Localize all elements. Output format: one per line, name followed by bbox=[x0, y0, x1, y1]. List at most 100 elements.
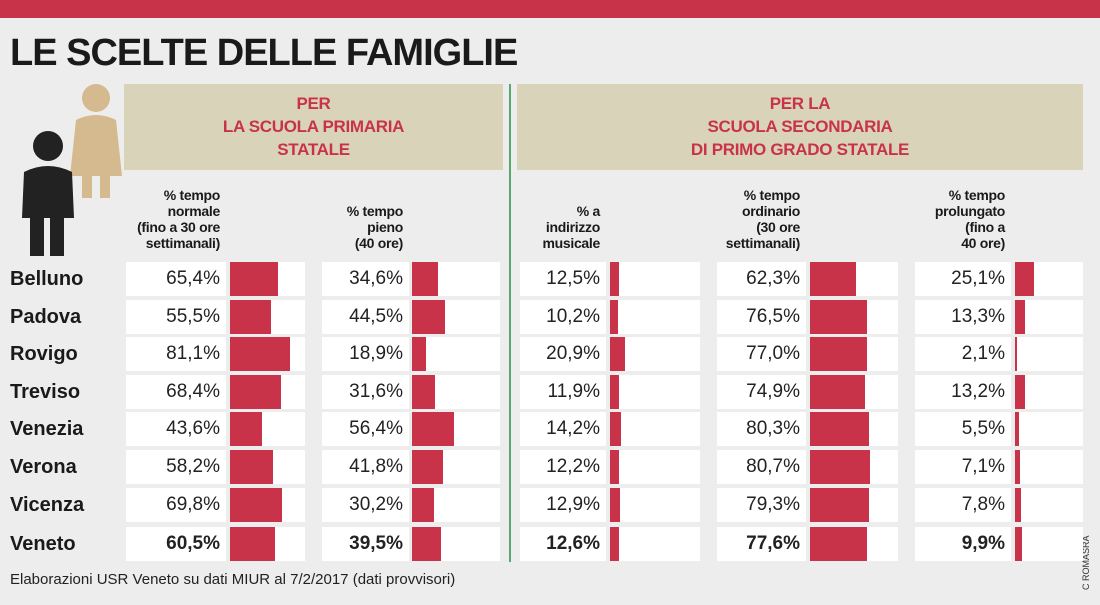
bar bbox=[610, 412, 621, 447]
bar bbox=[230, 299, 272, 334]
bar-cell bbox=[610, 262, 700, 296]
bar bbox=[810, 337, 867, 372]
bar-cell bbox=[610, 450, 700, 484]
bar bbox=[610, 337, 626, 372]
group-box: PER LA SCUOLA PRIMARIA STATALE bbox=[124, 84, 503, 170]
value-label: 12,5% bbox=[520, 262, 606, 296]
bar bbox=[1015, 527, 1023, 562]
row-label: Veneto bbox=[10, 533, 76, 556]
bar bbox=[412, 450, 443, 484]
column-header: % tempo ordinario (30 ore settimanali) bbox=[725, 187, 801, 251]
value-label: 13,2% bbox=[915, 374, 1011, 409]
row-label: Venezia bbox=[10, 418, 84, 441]
value-label: 65,4% bbox=[126, 262, 226, 296]
bar bbox=[230, 527, 275, 562]
value-label: 30,2% bbox=[322, 487, 409, 522]
bar-cell bbox=[610, 487, 700, 522]
bar-cell bbox=[1015, 487, 1083, 522]
value-label: 20,9% bbox=[520, 337, 606, 372]
value-label: 69,8% bbox=[126, 487, 226, 522]
value-label: 76,5% bbox=[717, 299, 806, 334]
value-label: 80,3% bbox=[717, 412, 806, 447]
value-label: 5,5% bbox=[915, 412, 1011, 447]
value-label: 79,3% bbox=[717, 487, 806, 522]
value-label: 62,3% bbox=[717, 262, 806, 296]
row-label: Belluno bbox=[10, 268, 84, 290]
group-title: PER LA SCUOLA PRIMARIA STATALE bbox=[222, 94, 405, 159]
value-label: 41,8% bbox=[322, 450, 409, 484]
value-label: 14,2% bbox=[520, 412, 606, 447]
bar bbox=[810, 487, 869, 522]
children-icon bbox=[22, 84, 122, 256]
value-label: 39,5% bbox=[322, 527, 409, 562]
bar bbox=[810, 374, 866, 409]
value-label: 2,1% bbox=[915, 337, 1011, 372]
bar bbox=[230, 450, 274, 484]
bar bbox=[230, 487, 282, 522]
bar bbox=[1015, 374, 1025, 409]
group-title: PER LA SCUOLA SECONDARIA DI PRIMO GRADO … bbox=[690, 94, 910, 159]
row-label: Treviso bbox=[10, 380, 81, 403]
value-label: 77,6% bbox=[717, 527, 806, 562]
bar bbox=[810, 262, 857, 296]
column-header: % tempo prolungato (fino a 40 ore) bbox=[934, 187, 1005, 251]
value-label: 7,1% bbox=[915, 450, 1011, 484]
value-label: 44,5% bbox=[322, 299, 409, 334]
value-label: 34,6% bbox=[322, 262, 409, 296]
chart-title: LE SCELTE DELLE FAMIGLIE bbox=[10, 32, 518, 74]
bar bbox=[1015, 487, 1021, 522]
value-label: 56,4% bbox=[322, 412, 409, 447]
bar bbox=[1015, 450, 1021, 484]
source-note: Elaborazioni USR Veneto su dati MIUR al … bbox=[10, 571, 456, 588]
value-label: 7,8% bbox=[915, 487, 1011, 522]
bar-cell bbox=[1015, 374, 1083, 409]
bar-cell bbox=[1015, 299, 1083, 334]
value-label: 77,0% bbox=[717, 337, 806, 372]
bar bbox=[610, 299, 618, 334]
bar-cell bbox=[610, 412, 700, 447]
bar bbox=[230, 412, 263, 447]
bar bbox=[412, 527, 442, 562]
bar bbox=[610, 527, 620, 562]
value-label: 12,6% bbox=[520, 527, 606, 562]
bar bbox=[412, 374, 436, 409]
bar bbox=[412, 299, 445, 334]
top-band bbox=[0, 0, 1100, 18]
value-label: 31,6% bbox=[322, 374, 409, 409]
bar bbox=[230, 374, 281, 409]
value-label: 60,5% bbox=[126, 527, 226, 562]
value-label: 18,9% bbox=[322, 337, 409, 372]
group-box: PER LA SCUOLA SECONDARIA DI PRIMO GRADO … bbox=[517, 84, 1083, 170]
value-label: 58,2% bbox=[126, 450, 226, 484]
divider bbox=[509, 84, 511, 562]
bar bbox=[412, 337, 426, 372]
bar bbox=[610, 450, 620, 484]
bar bbox=[810, 299, 867, 334]
row-label: Verona bbox=[10, 456, 77, 478]
bar-cell bbox=[610, 527, 700, 562]
value-label: 81,1% bbox=[126, 337, 226, 372]
bar bbox=[1015, 262, 1034, 296]
value-label: 11,9% bbox=[520, 374, 606, 409]
bar bbox=[610, 374, 619, 409]
row-label: Rovigo bbox=[10, 343, 78, 366]
bar-cell bbox=[1015, 337, 1083, 372]
bar bbox=[1015, 412, 1020, 447]
bar bbox=[230, 262, 279, 296]
column-header: % a indirizzo musicale bbox=[542, 203, 600, 251]
bar-cell bbox=[412, 337, 500, 372]
value-label: 13,3% bbox=[915, 299, 1011, 334]
row-label: Vicenza bbox=[10, 493, 85, 516]
value-label: 9,9% bbox=[915, 527, 1011, 562]
bar bbox=[610, 262, 620, 296]
bar bbox=[610, 487, 620, 522]
bar bbox=[412, 262, 438, 296]
value-label: 10,2% bbox=[520, 299, 606, 334]
bar bbox=[412, 487, 435, 522]
bar bbox=[230, 337, 290, 372]
bar bbox=[412, 412, 454, 447]
bar bbox=[1015, 337, 1017, 372]
bar-cell bbox=[1015, 412, 1083, 447]
bar-cell bbox=[1015, 527, 1083, 562]
